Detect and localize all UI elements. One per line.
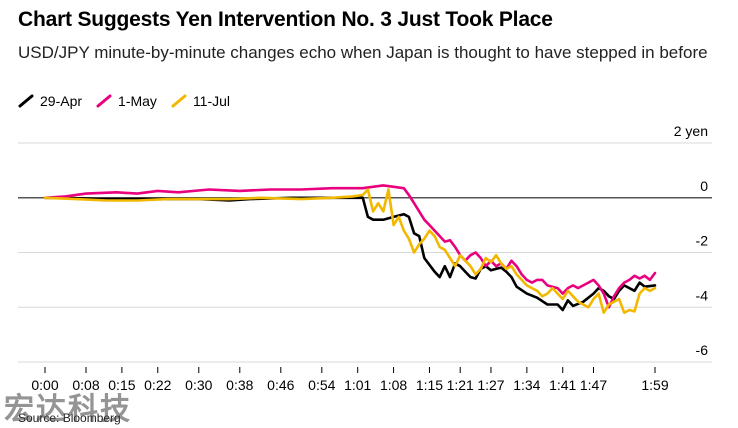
chart-title: Chart Suggests Yen Intervention No. 3 Ju…	[18, 8, 553, 31]
x-tick-label-1: 0:08	[72, 377, 99, 393]
legend-swatch-11-jul	[171, 94, 187, 108]
x-tick-label-4: 0:30	[185, 377, 212, 393]
legend-item-11-jul: 11-Jul	[171, 93, 230, 109]
x-tick-label-12: 1:27	[477, 377, 504, 393]
legend-label-11-jul: 11-Jul	[192, 93, 231, 109]
y-tick-label-0: 0	[700, 178, 708, 194]
x-tick-label-8: 1:01	[344, 377, 371, 393]
x-tick-label-10: 1:15	[416, 377, 443, 393]
chart-subtitle: USD/JPY minute-by-minute changes echo wh…	[18, 43, 708, 62]
x-tick-label-3: 0:22	[144, 377, 171, 393]
y-tick-label-neg4: -4	[696, 287, 709, 303]
series-line-1-may	[43, 184, 657, 309]
x-tick-label-15: 1:47	[580, 377, 607, 393]
x-tick-label-7: 0:54	[308, 377, 335, 393]
x-tick-label-13: 1:34	[513, 377, 540, 393]
legend-label-29-apr: 29-Apr	[40, 93, 83, 109]
x-tick-label-9: 1:08	[380, 377, 407, 393]
source-note: Source: Bloomberg	[18, 411, 121, 425]
series-line-11-jul	[43, 188, 657, 314]
legend-item-29-apr: 29-Apr	[18, 93, 82, 109]
x-tick-label-6: 0:46	[267, 377, 294, 393]
x-tick-label-11: 1:21	[447, 377, 474, 393]
legend-swatch-29-apr	[18, 94, 34, 108]
x-tick-label-0: 0:00	[31, 377, 58, 393]
legend-label-1-may: 1-May	[118, 93, 157, 109]
legend-swatch-1-may	[96, 94, 112, 108]
watermark-text: 宏达科技	[4, 392, 132, 427]
x-tick-label-5: 0:38	[226, 377, 253, 393]
y-tick-label-neg2: -2	[696, 233, 709, 249]
y-tick-label-neg6: -6	[696, 342, 709, 358]
x-tick-label-16: 1:59	[641, 377, 668, 393]
x-tick-label-2: 0:15	[108, 377, 135, 393]
y-tick-label-2: 2 yen	[674, 123, 708, 139]
x-tick-label-14: 1:41	[549, 377, 576, 393]
legend: 29-Apr 1-May 11-Jul	[18, 93, 230, 109]
legend-item-1-may: 1-May	[96, 93, 157, 109]
